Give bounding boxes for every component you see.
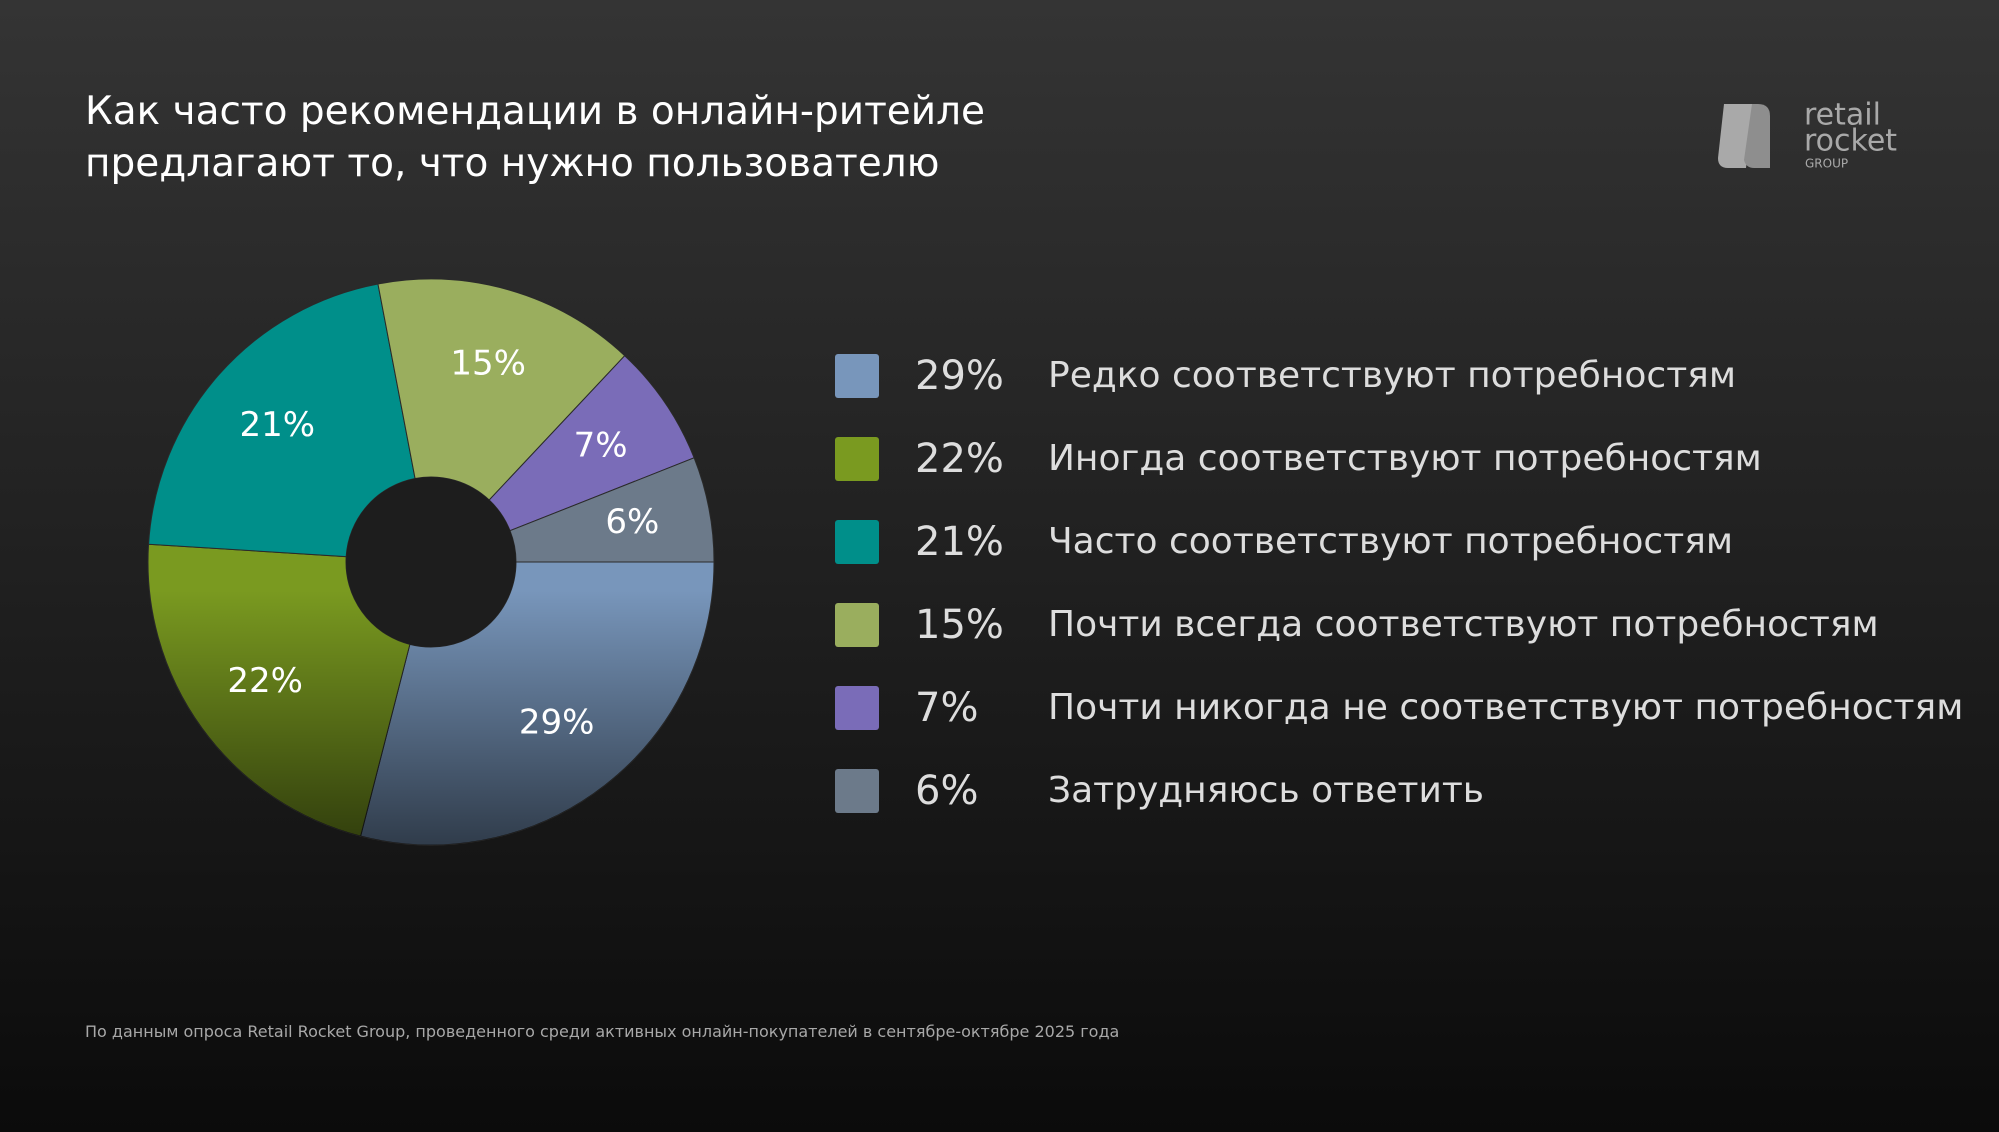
legend-label: Иногда соответствуют потребностям (1048, 438, 1762, 479)
legend-item: 22% Иногда соответствуют потребностям (835, 417, 1963, 500)
legend-swatch (835, 602, 879, 647)
legend-label: Часто соответствуют потребностям (1048, 521, 1734, 562)
legend-value: 22% (915, 435, 1004, 482)
legend-swatch (835, 353, 879, 398)
logo-text: GROUP (1805, 157, 1848, 171)
legend-value: 7% (915, 684, 979, 731)
legend-item: 6% Затрудняюсь ответить (835, 749, 1963, 832)
legend-value: 6% (915, 767, 979, 814)
logo-text: retail (1804, 98, 1881, 133)
data-label: 22% (227, 661, 303, 701)
legend: 29% Редко соответствуют потребностям 22% Ин… (835, 334, 1963, 832)
legend-label: Редко соответствуют потребностям (1048, 355, 1736, 396)
legend-item: 7% Почти никогда не соответствуют потребн… (835, 666, 1963, 749)
legend-item: 29% Редко соответствуют потребностям (835, 334, 1963, 417)
data-label: 7% (574, 425, 628, 465)
logo: retail rocket GROUP (1718, 98, 1897, 171)
legend-value: 29% (915, 352, 1004, 399)
data-label: 29% (519, 702, 595, 742)
donut-hole (346, 477, 516, 647)
logo-text: rocket (1804, 124, 1897, 159)
legend-item: 15% Почти всегда соответствуют потребност… (835, 583, 1963, 666)
pie: 29% 22% 21% 15% 7% 6% (147, 278, 715, 846)
legend-label: Почти всегда соответствуют потребностям (1048, 604, 1879, 645)
source-note: По данным опроса Retail Rocket Group, пр… (85, 1022, 1120, 1041)
data-label: 15% (450, 344, 526, 384)
data-label: 21% (239, 405, 315, 445)
legend-swatch (835, 768, 879, 813)
legend-value: 15% (915, 601, 1004, 648)
chart-title: Как часто рекомендации в онлайн-ритейле … (85, 89, 986, 186)
data-label: 6% (605, 502, 659, 542)
legend-swatch (835, 436, 879, 481)
legend-label: Затрудняюсь ответить (1048, 770, 1485, 811)
legend-swatch (835, 685, 879, 730)
legend-item: 21% Часто соответствуют потребностям (835, 500, 1963, 583)
legend-value: 21% (915, 518, 1004, 565)
legend-swatch (835, 519, 879, 564)
legend-label: Почти никогда не соответствуют потребнос… (1048, 687, 1964, 728)
